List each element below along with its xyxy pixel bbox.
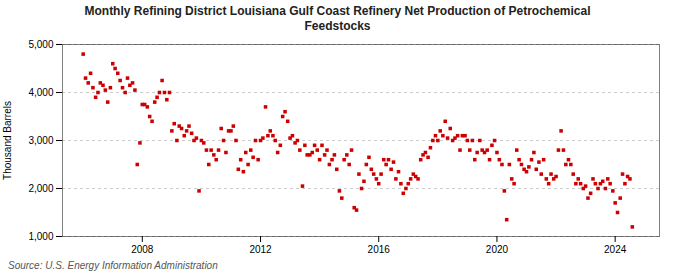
svg-text:2020: 2020 <box>486 244 509 255</box>
svg-text:2024: 2024 <box>604 244 627 255</box>
svg-text:2012: 2012 <box>249 244 272 255</box>
html-text:Monthly Refining District Loui: Monthly Refining District Louisiana Gulf… <box>84 4 591 33</box>
svg-text:4,000: 4,000 <box>28 87 53 98</box>
svg-text:1,000: 1,000 <box>28 231 53 242</box>
html-text:Source: U.S. Energy Informatio: Source: U.S. Energy Information Administ… <box>8 260 218 271</box>
svg-text:Thousand Barrels: Thousand Barrels <box>2 101 13 180</box>
svg-text:2,000: 2,000 <box>28 183 53 194</box>
svg-text:2016: 2016 <box>368 244 391 255</box>
svg-text:5,000: 5,000 <box>28 39 53 50</box>
svg-text:2008: 2008 <box>131 244 154 255</box>
svg-text:3,000: 3,000 <box>28 135 53 146</box>
